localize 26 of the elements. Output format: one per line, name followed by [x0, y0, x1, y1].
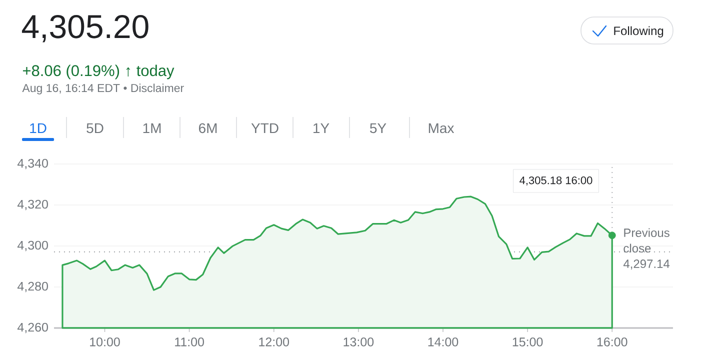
y-tick-label: 4,260 [17, 322, 48, 334]
y-tick-label: 4,300 [17, 240, 48, 252]
text: 1M [143, 123, 161, 133]
y-tick-label: 4,320 [17, 200, 48, 210]
x-tick-label: 16:00 [597, 338, 628, 346]
chart-title: 4,305.20 [22, 14, 148, 42]
text: YTD [251, 123, 278, 133]
text: 5Y [370, 123, 386, 134]
text: 6M [198, 123, 217, 134]
annotation: 4,305.18 16:00 [520, 176, 592, 186]
x-tick-label: 13:00 [344, 338, 374, 346]
ref-line-label: Previous close 4,297.14 [623, 228, 670, 270]
text: Following [614, 26, 664, 38]
y-tick-label: 4,280 [17, 282, 48, 292]
text: 1Y [314, 123, 330, 133]
x-tick-label: 12:00 [259, 338, 290, 346]
text: 1D [30, 123, 46, 133]
text: Max [428, 123, 454, 134]
text: 5D [86, 123, 104, 134]
chart-subtitle: +8.06 (0.19%) ↑ today [22, 64, 174, 80]
x-tick-label: 14:00 [428, 338, 458, 346]
x-tick-label: 10:00 [90, 338, 120, 346]
x-tick-label: 11:00 [175, 338, 204, 346]
x-tick-label: 15:00 [512, 338, 543, 346]
y-tick-label: 4,340 [17, 158, 48, 170]
text: Aug 16, 16:14 EDT • Disclaimer [22, 84, 184, 94]
